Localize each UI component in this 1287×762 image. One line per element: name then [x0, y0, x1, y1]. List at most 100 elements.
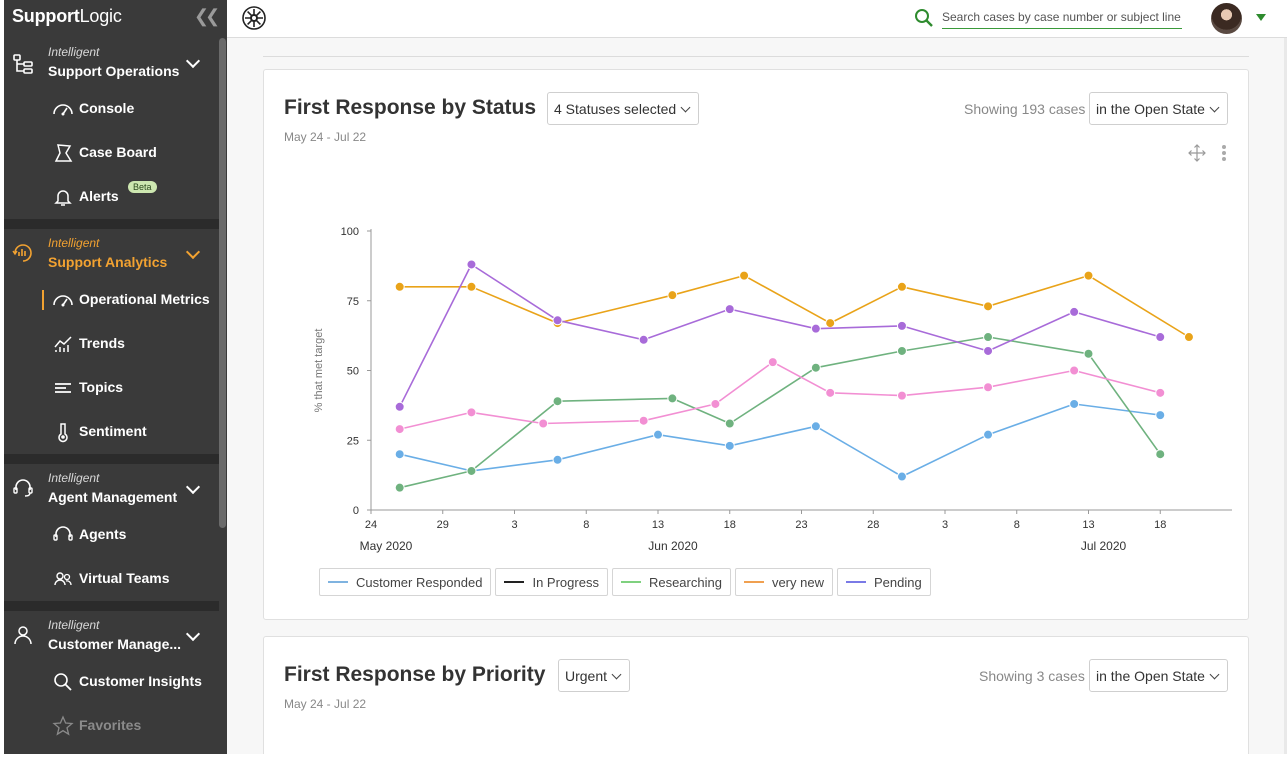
series-line	[399, 274, 1190, 338]
nav-label: Sentiment	[79, 423, 147, 439]
nav-item-agents[interactable]: Agents	[4, 515, 219, 555]
section-agent-management[interactable]: Intelligent Agent Management	[4, 464, 219, 514]
data-point	[667, 290, 678, 301]
data-point	[394, 281, 405, 292]
sidebar-separator	[4, 601, 219, 611]
collapse-sidebar-icon[interactable]: ❮❮	[194, 6, 220, 26]
priority-filter-dropdown[interactable]: Urgent	[558, 659, 631, 692]
series-line	[399, 336, 1161, 489]
x-tick-label: 13	[1082, 519, 1094, 531]
data-point	[810, 362, 821, 373]
data-point	[653, 429, 663, 440]
nav-item-trends[interactable]: Trends	[4, 324, 219, 364]
data-point	[896, 320, 907, 331]
nav-label: Topics	[79, 379, 124, 395]
data-point	[538, 418, 549, 429]
data-point	[983, 332, 994, 343]
nav-item-topics[interactable]: Topics	[4, 368, 219, 408]
x-tick-label: 24	[365, 519, 377, 531]
data-point	[1155, 449, 1166, 460]
nav-item-console[interactable]: Console	[4, 89, 219, 129]
nav-item-favorites[interactable]: Favorites	[4, 706, 219, 746]
x-tick-label: 29	[437, 519, 449, 531]
chevron-down-icon	[611, 669, 622, 680]
x-tick-label: 23	[795, 519, 807, 531]
legend-swatch	[328, 581, 348, 583]
priority-chart-card: First Response by Priority Urgent Showin…	[263, 636, 1249, 754]
data-point	[739, 270, 750, 281]
nav-label: Case Board	[79, 144, 157, 160]
page-scrollbar[interactable]	[1284, 38, 1287, 754]
section-kicker: Intelligent	[48, 236, 100, 250]
x-tick-label: 8	[1014, 519, 1020, 531]
y-tick-label: 75	[347, 296, 359, 308]
legend-swatch	[620, 581, 641, 583]
nav-item-operational-metrics[interactable]: Operational Metrics	[4, 280, 219, 320]
search-input[interactable]	[942, 5, 1182, 29]
dropdown-value: in the Open State	[1096, 101, 1205, 117]
section-customer-management[interactable]: Intelligent Customer Manage...	[4, 611, 219, 661]
chevron-down-icon[interactable]	[185, 53, 201, 69]
data-point	[1155, 387, 1166, 398]
chevron-down-icon[interactable]	[185, 479, 201, 495]
analytics-icon	[12, 244, 32, 262]
nav-item-sentiment[interactable]: Sentiment	[4, 412, 219, 452]
more-options-icon[interactable]	[1221, 144, 1227, 162]
data-point	[638, 415, 649, 426]
bell-icon	[54, 190, 72, 206]
data-point	[1155, 332, 1166, 343]
avatar[interactable]	[1211, 3, 1242, 34]
section-support-operations[interactable]: Intelligent Support Operations	[4, 38, 219, 88]
company-logo-icon[interactable]	[242, 6, 266, 30]
legend-label: In Progress	[532, 574, 599, 590]
data-point	[552, 454, 563, 465]
caret-down-icon[interactable]	[1256, 14, 1266, 21]
section-kicker: Intelligent	[48, 471, 100, 485]
status-filter-dropdown[interactable]: 4 Statuses selected	[547, 92, 700, 125]
case-count: Showing 193 cases	[964, 101, 1086, 117]
x-month-label: May 2020	[360, 539, 413, 553]
search-icon[interactable]	[914, 8, 934, 28]
active-indicator	[42, 290, 44, 310]
data-point	[1069, 398, 1080, 409]
legend-item[interactable]: very new	[734, 568, 833, 596]
x-tick-label: 18	[1154, 519, 1166, 531]
date-range: May 24 - Jul 22	[284, 697, 367, 711]
nav-label: Customer Insights	[79, 673, 202, 689]
x-tick-label: 3	[942, 519, 948, 531]
data-point	[466, 407, 477, 418]
section-title: Customer Manage...	[48, 636, 182, 652]
topbar	[227, 0, 1287, 38]
nav-label: Virtual Teams	[79, 570, 170, 586]
legend-item[interactable]: In Progress	[495, 568, 608, 596]
legend-item[interactable]: Researching	[611, 568, 731, 596]
section-kicker: Intelligent	[48, 618, 100, 632]
case-count: Showing 3 cases	[979, 668, 1085, 684]
nav-item-virtual-teams[interactable]: Virtual Teams	[4, 559, 219, 599]
trend-chart-icon	[54, 336, 72, 352]
data-point	[667, 393, 678, 404]
move-icon[interactable]	[1188, 144, 1206, 162]
main-content: First Response by Status 4 Statuses sele…	[227, 38, 1287, 754]
brand-logo[interactable]: SupportLogic	[12, 6, 122, 26]
nav-item-case-board[interactable]: Case Board	[4, 133, 219, 173]
nav-item-alerts[interactable]: Alerts Beta	[4, 177, 219, 217]
card-title: First Response by Priority	[284, 663, 546, 686]
legend-item[interactable]: Pending	[836, 568, 931, 596]
series-line	[398, 263, 1161, 408]
x-tick-label: 28	[867, 519, 879, 531]
sidebar-scrollbar[interactable]	[219, 38, 226, 528]
dropdown-value: Urgent	[565, 668, 608, 684]
sidebar-separator	[4, 454, 219, 464]
nav-label: Agents	[79, 526, 127, 542]
section-support-analytics[interactable]: Intelligent Support Analytics	[4, 229, 219, 279]
chevron-down-icon[interactable]	[185, 626, 201, 642]
state-dropdown[interactable]: in the Open State	[1089, 659, 1228, 692]
nav-item-customer-insights[interactable]: Customer Insights	[4, 662, 219, 702]
data-point	[724, 418, 735, 429]
data-point	[983, 382, 994, 393]
legend-label: very new	[771, 574, 824, 590]
legend-item[interactable]: Customer Responded	[319, 568, 492, 596]
chevron-down-icon[interactable]	[185, 244, 201, 260]
state-dropdown[interactable]: in the Open State	[1089, 92, 1228, 125]
